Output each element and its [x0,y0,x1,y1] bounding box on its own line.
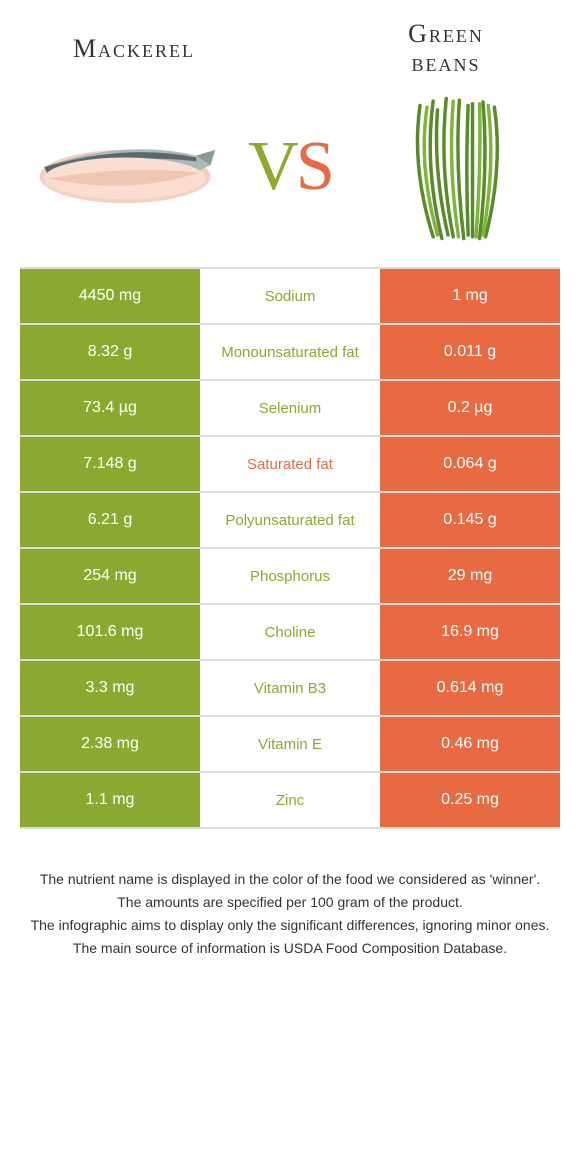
left-value: 2.38 mg [20,717,200,771]
green-beans-icon [360,87,550,247]
right-title-line2: beans [411,48,480,77]
infographic-container: Mackerel Green beans VS [0,0,580,991]
vs-s: S [296,128,332,205]
mackerel-icon [30,87,220,247]
vs-label: VS [248,127,332,207]
nutrient-row: 73.4 µgSelenium0.2 µg [20,381,560,437]
right-value: 0.25 mg [380,773,560,827]
left-food-title: Mackerel [30,34,238,64]
nutrient-row: 7.148 gSaturated fat0.064 g [20,437,560,493]
right-value: 16.9 mg [380,605,560,659]
nutrient-row: 1.1 mgZinc0.25 mg [20,773,560,829]
header-row: Mackerel Green beans [0,20,580,77]
nutrient-label: Vitamin B3 [200,661,380,715]
right-value: 0.46 mg [380,717,560,771]
footer-line-3: The infographic aims to display only the… [30,915,550,936]
nutrient-label: Zinc [200,773,380,827]
vs-v: V [248,128,296,205]
left-value: 6.21 g [20,493,200,547]
right-value: 0.011 g [380,325,560,379]
right-food-title: Green beans [342,20,550,77]
right-title-col: Green beans [342,20,550,77]
nutrient-label: Phosphorus [200,549,380,603]
left-value: 3.3 mg [20,661,200,715]
nutrient-label: Monounsaturated fat [200,325,380,379]
nutrient-label: Saturated fat [200,437,380,491]
left-title-col: Mackerel [30,34,238,64]
nutrient-row: 101.6 mgCholine16.9 mg [20,605,560,661]
nutrient-row: 4450 mgSodium1 mg [20,269,560,325]
left-value: 254 mg [20,549,200,603]
right-value: 1 mg [380,269,560,323]
nutrient-label: Selenium [200,381,380,435]
images-row: VS [0,87,580,247]
left-value: 101.6 mg [20,605,200,659]
right-value: 29 mg [380,549,560,603]
left-value: 73.4 µg [20,381,200,435]
nutrient-row: 3.3 mgVitamin B30.614 mg [20,661,560,717]
footer-line-2: The amounts are specified per 100 gram o… [30,892,550,913]
right-value: 0.2 µg [380,381,560,435]
nutrient-label: Vitamin E [200,717,380,771]
right-title-line1: Green [408,19,484,48]
footer-line-4: The main source of information is USDA F… [30,938,550,959]
nutrient-label: Polyunsaturated fat [200,493,380,547]
right-value: 0.064 g [380,437,560,491]
left-value: 8.32 g [20,325,200,379]
footer-notes: The nutrient name is displayed in the co… [0,869,580,959]
right-value: 0.614 mg [380,661,560,715]
nutrient-label: Sodium [200,269,380,323]
nutrient-table: 4450 mgSodium1 mg8.32 gMonounsaturated f… [20,267,560,829]
nutrient-row: 2.38 mgVitamin E0.46 mg [20,717,560,773]
left-value: 4450 mg [20,269,200,323]
left-value: 7.148 g [20,437,200,491]
right-value: 0.145 g [380,493,560,547]
nutrient-row: 6.21 gPolyunsaturated fat0.145 g [20,493,560,549]
footer-line-1: The nutrient name is displayed in the co… [30,869,550,890]
left-value: 1.1 mg [20,773,200,827]
nutrient-row: 8.32 gMonounsaturated fat0.011 g [20,325,560,381]
nutrient-label: Choline [200,605,380,659]
nutrient-row: 254 mgPhosphorus29 mg [20,549,560,605]
